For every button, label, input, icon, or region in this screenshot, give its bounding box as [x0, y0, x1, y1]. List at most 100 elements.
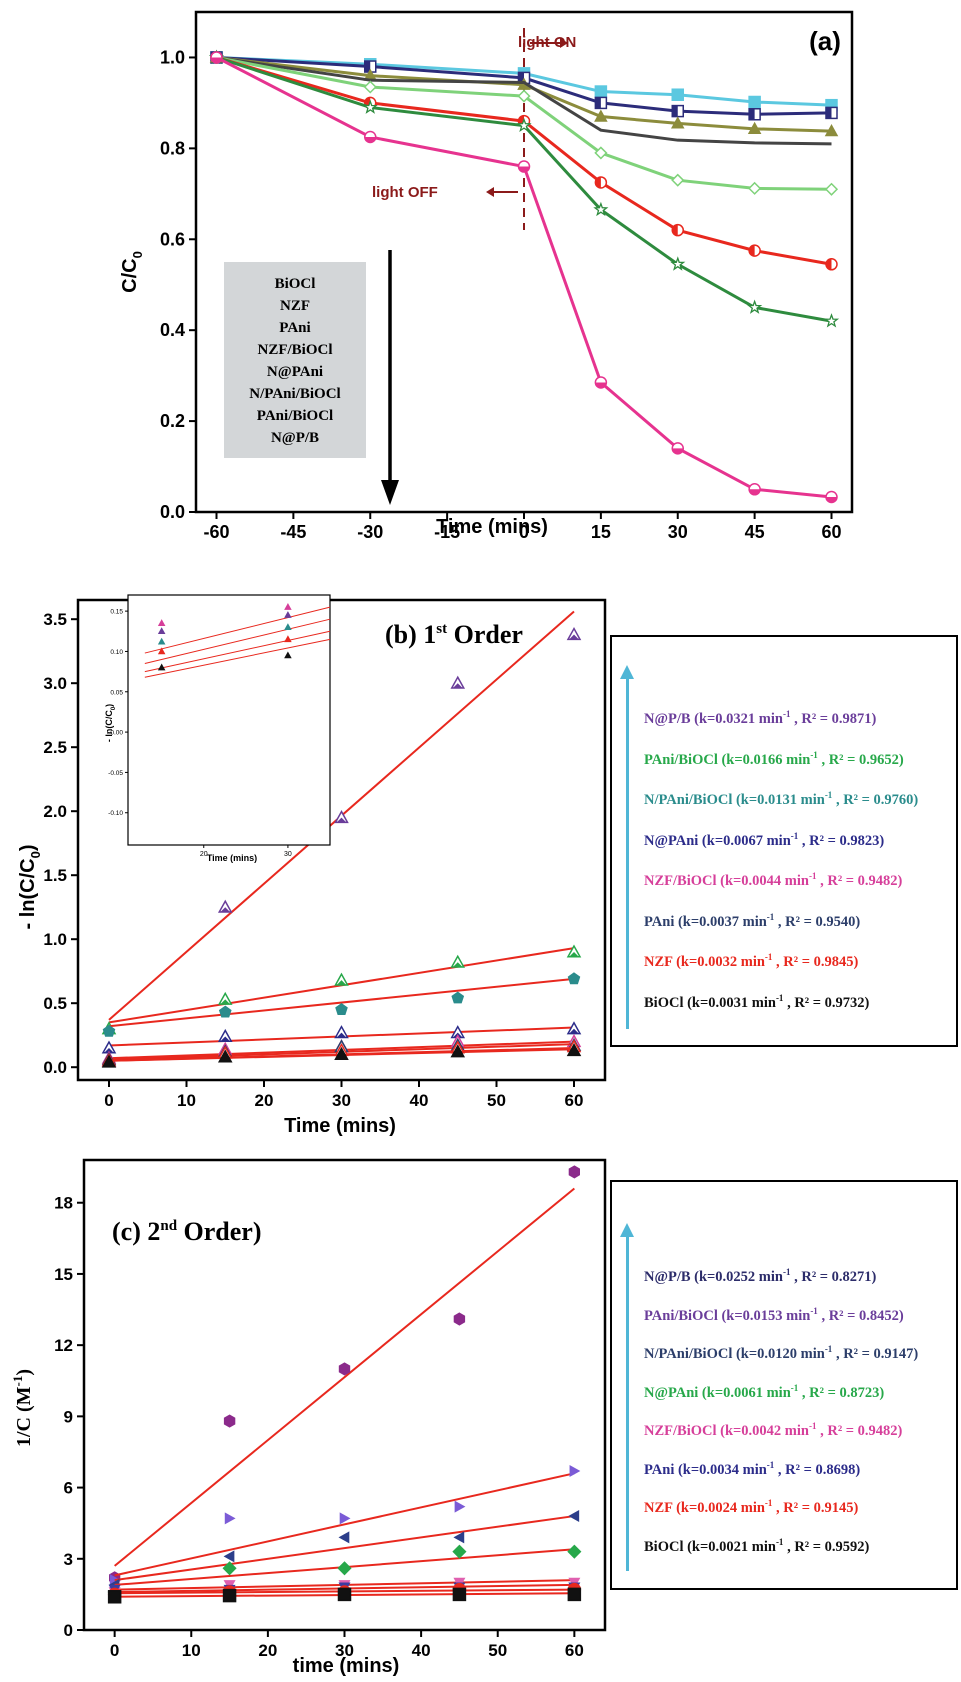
legend-c: N@P/B (k=0.0252 min-1 , R² = 0.8271) PAni…: [610, 1180, 958, 1590]
inset-data-point: [284, 651, 292, 659]
data-point-fill: [364, 61, 371, 73]
x-tick-label: 30: [335, 1641, 354, 1660]
data-point: [824, 182, 839, 196]
data-point-fill: [336, 1032, 347, 1038]
data-point-fill: [569, 952, 579, 957]
legend-r2: , R² = 0.9147): [832, 1345, 919, 1362]
legend-r2: , R² = 0.8723): [798, 1384, 885, 1401]
legend-sup: -1: [775, 1536, 784, 1547]
panel-c-label: (c) 2nd Order): [112, 1217, 262, 1246]
inset-x-label: Time (mins): [207, 853, 257, 863]
data-point-fill: [336, 817, 347, 823]
data-point-fill: [826, 497, 837, 503]
data-point: [747, 121, 762, 134]
data-point: [516, 117, 532, 133]
data-point-fill: [518, 72, 524, 84]
inset-data-point: [157, 647, 166, 655]
data-point-fill: [672, 224, 678, 236]
x-tick-label: 40: [410, 1091, 429, 1110]
legend-r2: , R² = 0.9845): [772, 953, 859, 970]
fit-line: [114, 1187, 575, 1567]
x-tick-label: -60: [203, 522, 229, 540]
data-point-fill: [595, 382, 607, 388]
legend-sup: -1: [790, 1382, 799, 1393]
legend-r2: , R² = 0.9732): [783, 994, 870, 1011]
inset-frame: [127, 594, 331, 846]
y-tick-label: 2.0: [43, 802, 67, 821]
chart-c-svg: (c) 2nd Order) time (mins) 1/C (M-1) 0 10…: [10, 1158, 607, 1677]
data-point: [224, 1512, 236, 1525]
data-point-fill: [518, 166, 530, 173]
x-tick-label: 60: [821, 522, 841, 540]
x-tick-label: -15: [434, 522, 460, 540]
legend-item: N/PAni/BiOCl (k=0.0131 min-1 , R² = 0.97…: [644, 790, 918, 809]
legend-item: NZF/BiOCl (k=0.0044 min-1 , R² = 0.9482): [644, 871, 902, 890]
panel-b-label: (b) 1st Order: [385, 620, 523, 649]
series-c-2: [108, 1510, 580, 1591]
legend-sup: -1: [808, 871, 817, 881]
legend-item: PAni (k=0.0034 min-1 , R² = 0.8698): [644, 1460, 860, 1479]
x-tick-label: 0: [104, 1091, 113, 1110]
legend-arrowhead: [620, 665, 634, 679]
legend-r2: , R² = 0.9145): [772, 1499, 859, 1516]
x-tick-label: 50: [487, 1091, 506, 1110]
x-tick-label: -45: [280, 522, 306, 540]
legend-text: NZF (k=0.0024 min: [644, 1499, 765, 1516]
legend-sup: -1: [824, 790, 833, 800]
data-point: [568, 1510, 580, 1523]
y-tick-label: 6: [64, 1479, 73, 1498]
x-tick-label: 10: [182, 1641, 201, 1660]
legend-text: N@P/B (k=0.0321 min: [644, 710, 783, 727]
legend-r2: , R² = 0.8452): [817, 1307, 904, 1324]
legend-sup: -1: [782, 709, 791, 719]
inset-data-point: [284, 603, 292, 610]
legend-sup: -1: [808, 1421, 817, 1431]
data-point: [337, 1587, 352, 1602]
light-off-arrowhead: [486, 187, 494, 197]
data-point: [450, 1044, 466, 1058]
legend-sup: -1: [782, 1267, 791, 1277]
data-point: [217, 991, 233, 1005]
legend-r2: , R² = 0.9760): [832, 791, 919, 808]
legend-text: N/PAni/BiOCl (k=0.0120 min: [644, 1345, 825, 1362]
data-point: [569, 1464, 581, 1477]
y-tick-label: 3: [64, 1550, 73, 1569]
legend-arrow: [626, 1233, 629, 1571]
y-tick-label: 3.5: [43, 610, 67, 629]
legend-item: NZF/BiOCl (k=0.0042 min-1 , R² = 0.9482): [644, 1421, 902, 1440]
x-tick-label: 15: [591, 522, 611, 540]
series-b-2: [102, 972, 581, 1037]
inset-x-tick-label: 30: [284, 851, 292, 858]
inset-data-point: [157, 663, 166, 671]
data-point: [567, 972, 581, 985]
y-tick-label: 9: [64, 1407, 73, 1426]
data-point-fill: [364, 137, 376, 143]
data-point-fill: [336, 980, 347, 985]
inset-data-point: [157, 637, 166, 645]
legend-r2: , R² = 0.9592): [783, 1538, 870, 1555]
data-point: [338, 1362, 351, 1376]
y-tick-label: 15: [54, 1265, 73, 1284]
inset-y-tick-label: -0.10: [108, 810, 123, 817]
data-point: [824, 124, 839, 137]
data-point-fill: [672, 105, 678, 117]
data-point-fill: [826, 258, 832, 270]
legend-text: NZF/BiOCl (k=0.0044 min: [644, 872, 809, 889]
data-point: [222, 1588, 237, 1603]
data-point: [107, 1590, 122, 1604]
data-point-fill: [749, 245, 755, 257]
inset-y-tick-label: 0.10: [110, 649, 123, 656]
x-tick-label: 60: [565, 1091, 584, 1110]
legend-a-item: NZF/BiOCl: [257, 342, 333, 358]
y-tick-label: 0.0: [160, 502, 185, 522]
data-point: [223, 1414, 236, 1428]
legend-text: PAni/BiOCl (k=0.0153 min: [644, 1307, 811, 1324]
inset-y-tick-label: -0.05: [108, 770, 123, 777]
legend-a-item: BiOCl: [274, 276, 316, 292]
data-point: [453, 1531, 465, 1544]
x-tick-label: 40: [412, 1641, 431, 1660]
legend-a-item: PAni/BiOCl: [256, 408, 334, 424]
data-point: [334, 810, 349, 824]
data-point: [453, 1312, 466, 1326]
y-tick-label: 0.2: [160, 411, 185, 431]
